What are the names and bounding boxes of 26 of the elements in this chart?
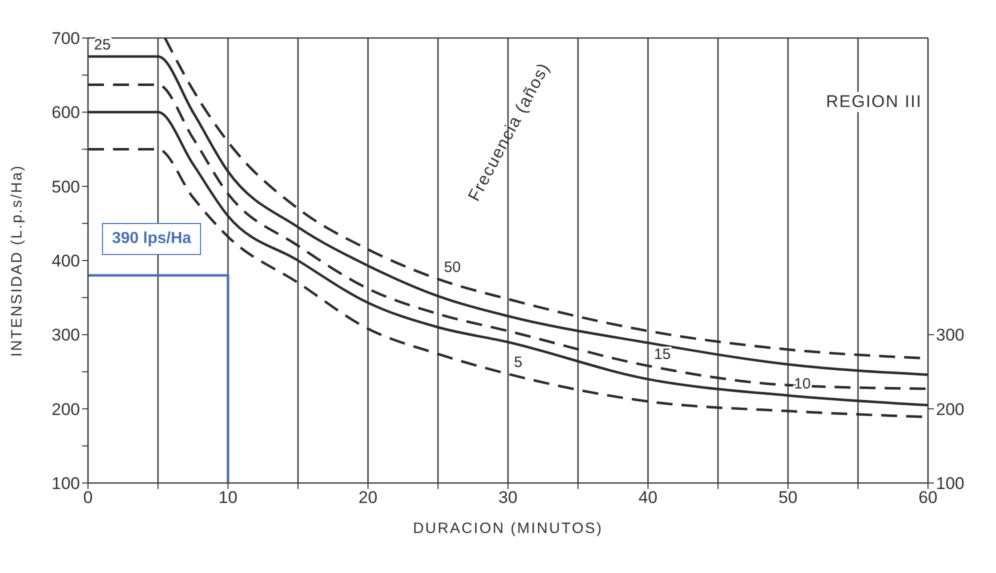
y-tick-label: 200 <box>52 400 80 419</box>
y-tick-label: 600 <box>52 103 80 122</box>
y2-tick-label: 100 <box>936 474 964 494</box>
y2-tick-label: 200 <box>936 400 964 419</box>
series-label: 5 <box>514 354 522 371</box>
y2-tick-label: 300 <box>936 326 964 345</box>
y-tick-label: 400 <box>52 252 80 271</box>
series-label: 10 <box>794 375 811 392</box>
x-tick-label: 0 <box>83 488 93 508</box>
y-tick-label: 300 <box>52 326 80 345</box>
annotation: 390 lps/Ha <box>102 223 202 255</box>
series-label: 25 <box>94 36 111 54</box>
y-axis-title: INTENSIDAD (L.p.s/Ha) <box>8 164 26 357</box>
x-tick-label: 10 <box>218 488 238 508</box>
x-tick-label: 20 <box>358 488 378 508</box>
x-axis-title: DURACION (MINUTOS) <box>412 520 604 537</box>
annotation: REGION III <box>823 92 925 112</box>
series-label: 15 <box>654 346 671 363</box>
y-tick-label: 100 <box>52 474 80 494</box>
x-tick-label: 40 <box>638 488 658 508</box>
x-tick-label: 60 <box>918 488 938 508</box>
x-tick-label: 30 <box>498 488 518 508</box>
y-tick-label: 700 <box>52 29 80 48</box>
y-tick-label: 500 <box>52 177 80 196</box>
series-label: 50 <box>444 259 461 276</box>
x-tick-label: 50 <box>778 488 798 508</box>
